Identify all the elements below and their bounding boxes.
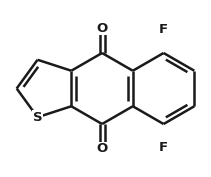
Text: O: O	[96, 22, 108, 35]
Text: S: S	[33, 111, 42, 124]
Text: F: F	[159, 23, 168, 36]
Text: O: O	[96, 142, 108, 155]
Text: F: F	[159, 141, 168, 154]
